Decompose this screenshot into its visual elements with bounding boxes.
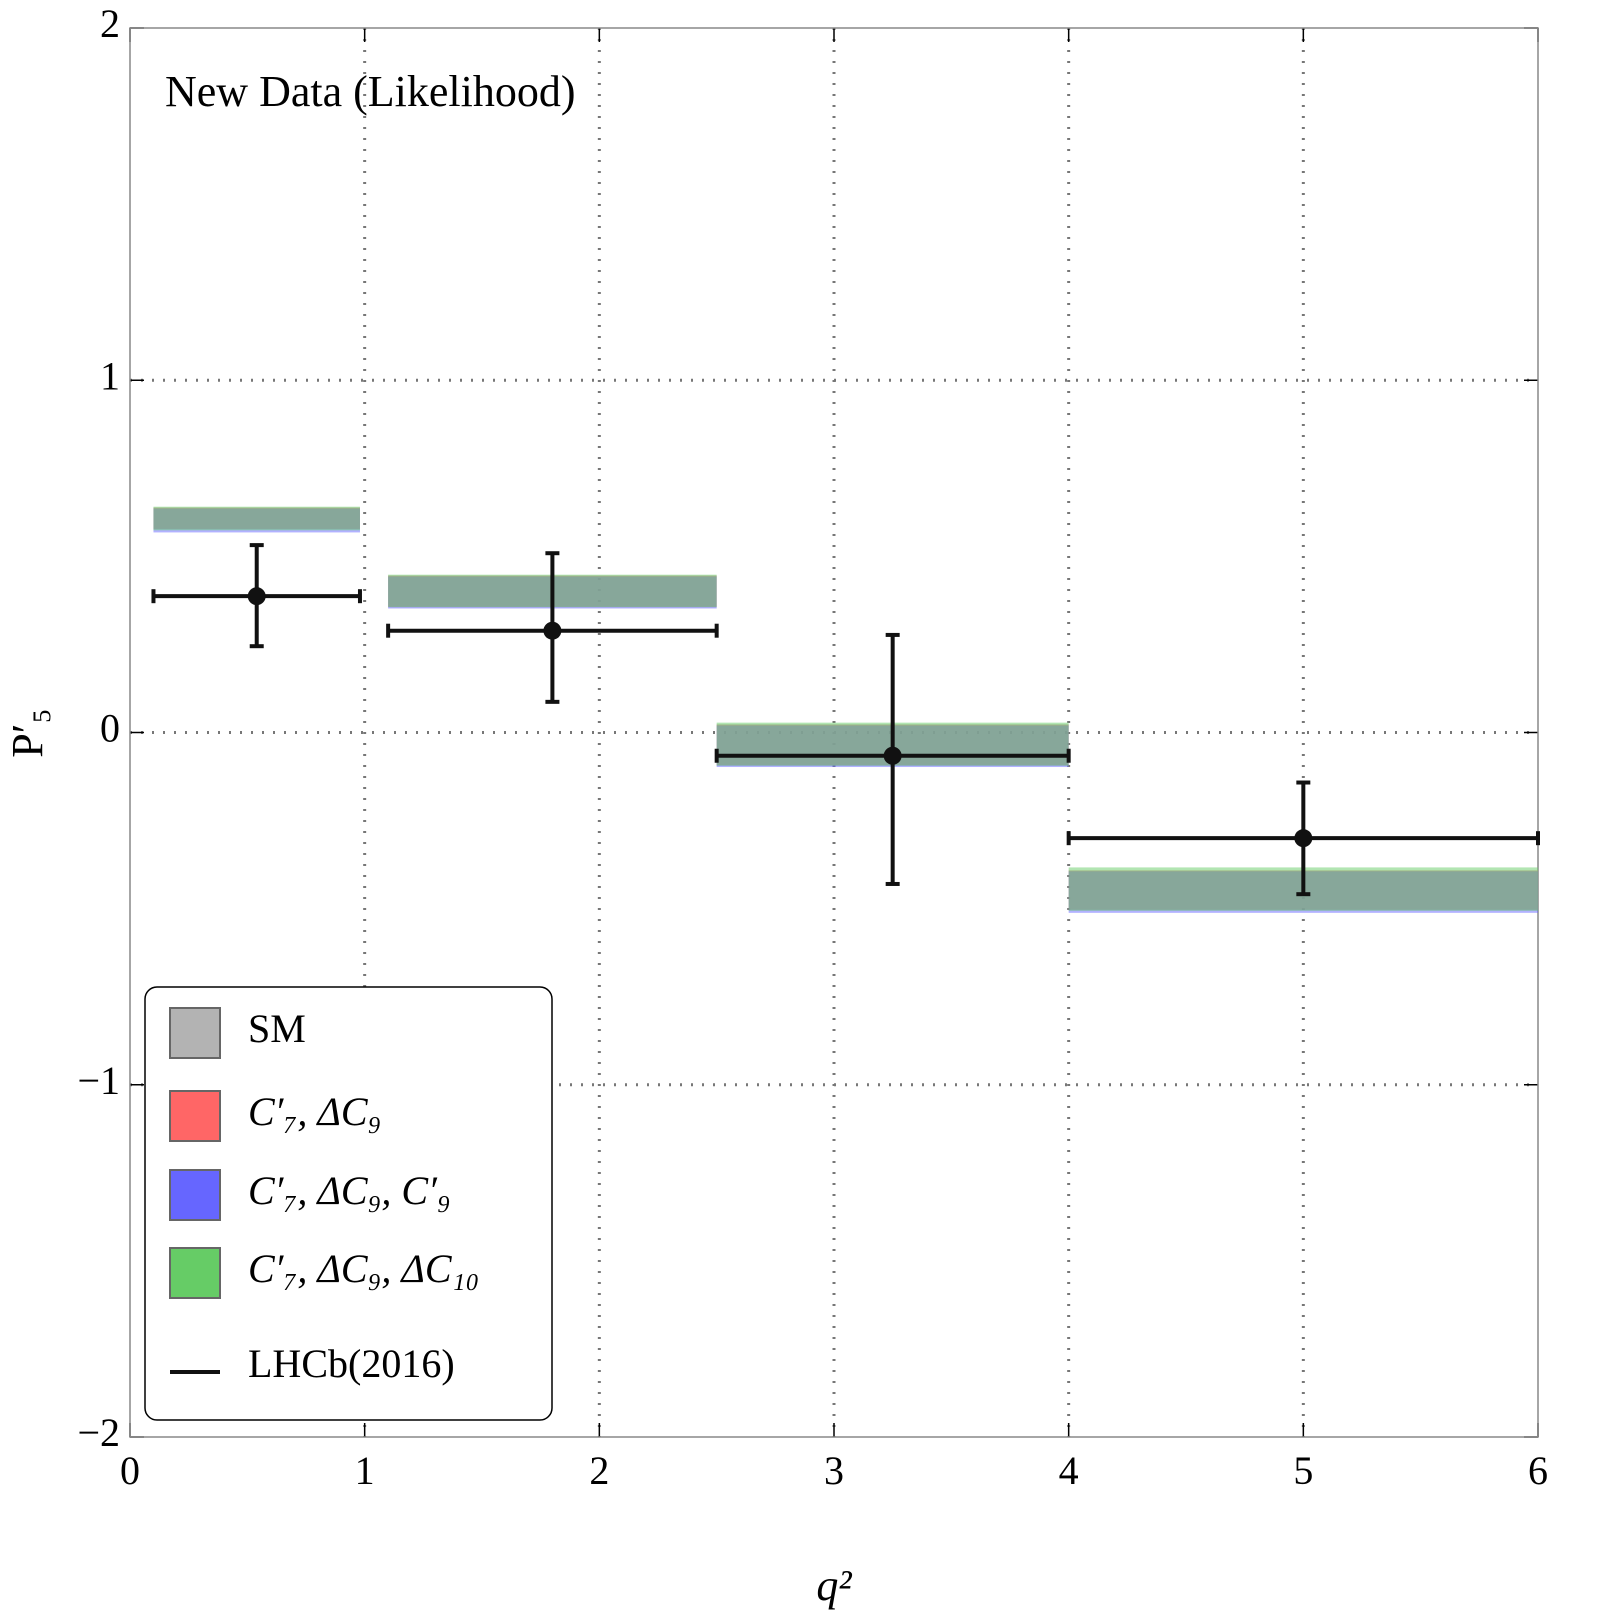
legend-swatch: [169, 1090, 221, 1142]
legend-label: C′₇, ΔC₉, C′₉: [248, 1168, 451, 1213]
x-axis-label: q²: [816, 1561, 852, 1610]
legend-label: SM: [248, 1006, 306, 1051]
y-tick-label: 2: [100, 1, 120, 46]
legend-label: C′₇, ΔC₉: [248, 1089, 381, 1134]
y-tick-label: 1: [100, 353, 120, 398]
y-axis-label: P′₅: [3, 708, 52, 757]
y-tick-label: −1: [77, 1058, 120, 1103]
x-tick-label: 5: [1293, 1448, 1313, 1493]
y-tick-label: −2: [77, 1410, 120, 1455]
annotation: New Data (Likelihood): [165, 67, 576, 116]
x-tick-label: 2: [589, 1448, 609, 1493]
legend-swatch: [169, 1169, 221, 1221]
plot-frame: [129, 27, 1539, 1438]
data-point: [883, 746, 902, 765]
x-tick-label: 3: [824, 1448, 844, 1493]
x-tick-label: 1: [355, 1448, 375, 1493]
legend-swatch: [169, 1007, 221, 1059]
legend-swatch: [169, 1247, 221, 1299]
theory-band: [153, 506, 360, 531]
legend: SM C′₇, ΔC₉ C′₇, ΔC₉, C′₉ C′₇, ΔC₉, ΔC₁₀ LHC…: [144, 986, 553, 1421]
y-tick-label: 0: [100, 706, 120, 751]
data-point: [543, 621, 562, 640]
x-tick-label: 0: [120, 1448, 140, 1493]
legend-label: LHCb(2016): [248, 1341, 455, 1386]
data-point: [1294, 829, 1313, 848]
legend-label: C′₇, ΔC₉, ΔC₁₀: [248, 1246, 479, 1291]
x-tick-label: 4: [1059, 1448, 1079, 1493]
data-point: [247, 587, 266, 606]
x-tick-label: 6: [1528, 1448, 1548, 1493]
legend-box: [144, 986, 553, 1421]
